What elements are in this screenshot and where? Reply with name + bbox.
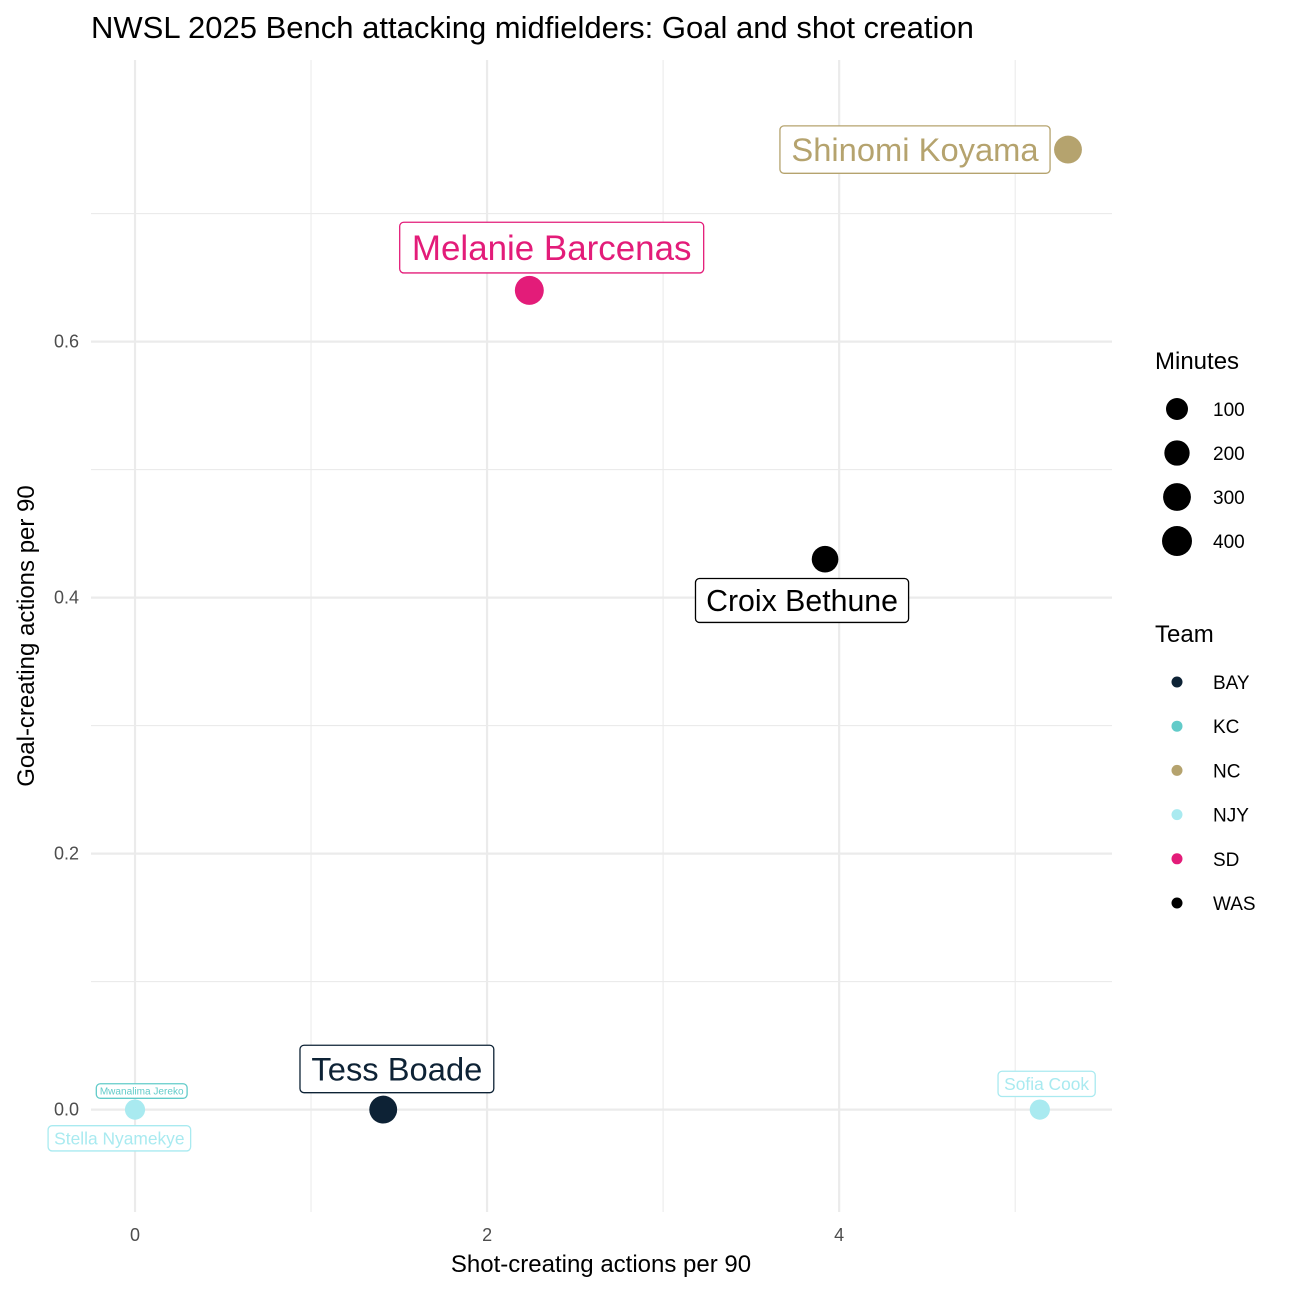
point-label-text: Melanie Barcenas — [412, 229, 692, 268]
y-tick-label: 0.0 — [54, 1100, 79, 1120]
point-label-text: Shinomi Koyama — [791, 131, 1039, 168]
legend-team-label: WAS — [1213, 894, 1256, 915]
point-label: Shinomi Koyama — [779, 125, 1051, 174]
legend-size-key — [1164, 440, 1190, 466]
legend-team-title: Team — [1155, 621, 1214, 648]
y-tick-label: 0.6 — [54, 332, 79, 352]
legend-size-key — [1162, 526, 1192, 556]
legend-team-key — [1171, 676, 1183, 688]
data-point — [1054, 135, 1082, 164]
legend-team-key — [1171, 809, 1183, 821]
point-label: Croix Bethune — [694, 577, 910, 624]
x-tick-label: 0 — [130, 1225, 140, 1245]
point-label-box — [47, 1125, 192, 1152]
legend-team-label: NJY — [1213, 806, 1249, 827]
x-axis-title: Shot-creating actions per 90 — [451, 1251, 751, 1278]
legend-size-label: 400 — [1213, 532, 1245, 553]
point-label-box — [997, 1070, 1096, 1098]
data-point — [1029, 1099, 1050, 1120]
data-point — [514, 275, 544, 305]
grid — [91, 60, 1112, 1212]
data-point — [369, 1095, 398, 1124]
point-label-text: Stella Nyamekye — [54, 1128, 184, 1148]
point-label: Tess Boade — [299, 1044, 495, 1094]
point-label: Sofia Cook — [997, 1070, 1096, 1098]
point-label-box — [299, 1044, 495, 1094]
legend-size-label: 200 — [1213, 444, 1245, 465]
legend-team-key — [1171, 897, 1183, 909]
point-label: Stella Nyamekye — [47, 1125, 192, 1152]
x-tick-label: 4 — [834, 1225, 844, 1245]
x-axis-ticks: 0 2 4 — [130, 1225, 844, 1245]
data-point — [124, 1099, 146, 1120]
legend-team-label: NC — [1213, 761, 1240, 782]
point-label-box — [95, 1083, 188, 1099]
legend-team-key — [1171, 853, 1183, 865]
legend-size-key — [1163, 483, 1191, 511]
legend-team-label: KC — [1213, 717, 1239, 738]
point-label-text: Tess Boade — [311, 1050, 482, 1087]
legend-size-label: 100 — [1213, 400, 1245, 421]
y-axis-title: Goal-creating actions per 90 — [13, 485, 40, 787]
legend-team-key — [1171, 720, 1183, 732]
y-tick-label: 0.2 — [54, 844, 79, 864]
legend-team-label: BAY — [1213, 673, 1250, 694]
legend-team-label: SD — [1213, 850, 1239, 871]
point-label-text: Mwanalima Jereko — [100, 1087, 184, 1098]
legend-minutes-title: Minutes — [1155, 348, 1239, 375]
point-label: Melanie Barcenas — [399, 221, 705, 274]
chart-title: NWSL 2025 Bench attacking midfielders: G… — [91, 10, 974, 45]
y-tick-label: 0.4 — [54, 588, 79, 608]
data-points — [124, 135, 1082, 1124]
legend-size-key — [1166, 398, 1188, 420]
x-tick-label: 2 — [482, 1225, 492, 1245]
point-label: Mwanalima Jereko — [95, 1083, 188, 1099]
point-label-box — [694, 577, 910, 624]
legend-size-label: 300 — [1213, 488, 1245, 509]
data-point — [811, 545, 839, 573]
point-label-text: Sofia Cook — [1004, 1074, 1089, 1094]
point-label-box — [399, 221, 705, 274]
y-axis-ticks: 0.0 0.2 0.4 0.6 — [54, 332, 79, 1120]
point-label-box — [779, 125, 1051, 174]
legend-team: Team BAY KC NC NJY SD WAS — [1155, 621, 1256, 915]
legend-minutes: Minutes 100 200 300 400 — [1155, 348, 1245, 556]
legend-team-key — [1171, 764, 1183, 776]
point-labels: Shinomi Koyama Melanie Barcenas Croix Beth… — [47, 125, 1096, 1152]
point-label-text: Croix Bethune — [706, 585, 898, 618]
